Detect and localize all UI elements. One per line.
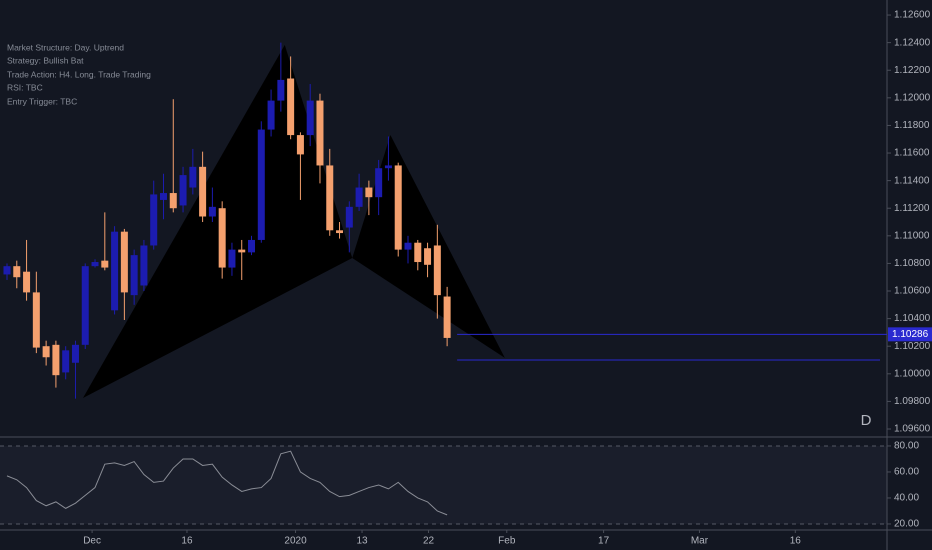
candle-body	[208, 206, 216, 217]
x-tick-label: 22	[423, 536, 435, 547]
y-tick-label: 1.12600	[894, 10, 931, 21]
candle-body	[394, 165, 402, 250]
y-tick-label: 1.09800	[894, 396, 931, 407]
note: RSI: TBC	[7, 82, 43, 92]
rsi-band	[0, 446, 887, 524]
candle-body	[189, 166, 197, 188]
candle-body	[111, 231, 119, 311]
y-tick-label: 20.00	[894, 519, 919, 530]
y-tick-label: 1.11000	[894, 230, 930, 241]
candle-body	[248, 239, 256, 253]
x-tick-label: Dec	[83, 536, 101, 547]
y-tick-label: 1.10200	[894, 341, 931, 352]
candle-body	[62, 350, 70, 373]
rsi-line	[6, 450, 448, 516]
pattern-triangle	[352, 134, 505, 358]
candle-body	[414, 242, 422, 263]
candle-body	[316, 100, 324, 166]
x-tick-label: Feb	[498, 536, 516, 547]
candle-body	[32, 292, 40, 348]
x-tick-label: 13	[356, 536, 368, 547]
candle-body	[150, 194, 158, 246]
candle-body	[159, 193, 167, 200]
candle-body	[101, 260, 109, 268]
note: Entry Trigger: TBC	[7, 96, 77, 106]
candle-body	[179, 175, 187, 206]
candle-body	[326, 165, 334, 231]
candle-body	[42, 346, 50, 358]
candle-body	[267, 100, 275, 130]
candle-body	[433, 245, 441, 296]
x-tick-label: 16	[181, 536, 193, 547]
y-tick-label: 1.11400	[894, 175, 930, 186]
candle-body	[13, 266, 21, 278]
candle-body	[52, 344, 60, 376]
y-tick-label: 1.10000	[894, 368, 931, 379]
y-tick-label: 40.00	[894, 493, 919, 504]
candle-body	[375, 168, 383, 198]
y-tick-label: 1.10400	[894, 313, 931, 324]
candle-body	[71, 344, 79, 363]
y-tick-label: 1.11600	[894, 148, 930, 159]
y-tick-label: 1.12000	[894, 92, 931, 103]
candle-body	[257, 129, 265, 240]
x-tick-label: 17	[598, 536, 610, 547]
note: Strategy: Bullish Bat	[7, 55, 84, 65]
x-tick-label: Mar	[691, 536, 709, 547]
y-tick-label: 1.12200	[894, 65, 931, 76]
candle-body	[228, 249, 236, 268]
candle-body	[306, 100, 314, 136]
candle-body	[336, 230, 344, 234]
candle-body	[277, 79, 285, 101]
candle-body	[355, 187, 363, 207]
candle-body	[443, 296, 451, 338]
candle-body	[365, 187, 373, 198]
y-tick-label: 1.11200	[894, 203, 930, 214]
pattern-triangle	[82, 44, 353, 398]
y-tick-label: 1.11800	[894, 120, 930, 131]
candle-body	[424, 248, 432, 265]
candle-body	[140, 245, 148, 286]
candle-body	[130, 255, 138, 296]
price-label: 1.10286	[892, 329, 929, 340]
candle-body	[287, 78, 295, 136]
candle-body	[345, 206, 353, 228]
candle-body	[384, 165, 392, 169]
candle-body	[199, 166, 207, 217]
note: Trade Action: H4. Long. Trade Trading	[7, 69, 151, 79]
note: Market Structure: Day. Uptrend	[7, 42, 124, 52]
y-tick-label: 60.00	[894, 467, 919, 478]
candle-body	[91, 262, 99, 267]
y-tick-label: 1.10600	[894, 286, 931, 297]
candle-body	[169, 193, 177, 209]
x-tick-label: 2020	[284, 536, 307, 547]
candle-body	[120, 231, 128, 293]
candle-body	[23, 271, 31, 293]
candle-body	[3, 266, 11, 275]
candle-body	[296, 135, 304, 155]
candle-body	[81, 266, 89, 345]
corner-label: D	[861, 412, 872, 429]
candle-body	[238, 249, 246, 253]
y-tick-label: 1.09600	[894, 424, 931, 435]
y-tick-label: 80.00	[894, 441, 919, 452]
y-tick-label: 1.12400	[894, 37, 931, 48]
x-tick-label: 16	[790, 536, 802, 547]
price-label-box	[888, 327, 932, 342]
candle-body	[404, 242, 412, 250]
candle-body	[218, 208, 226, 268]
y-tick-label: 1.10800	[894, 258, 931, 269]
